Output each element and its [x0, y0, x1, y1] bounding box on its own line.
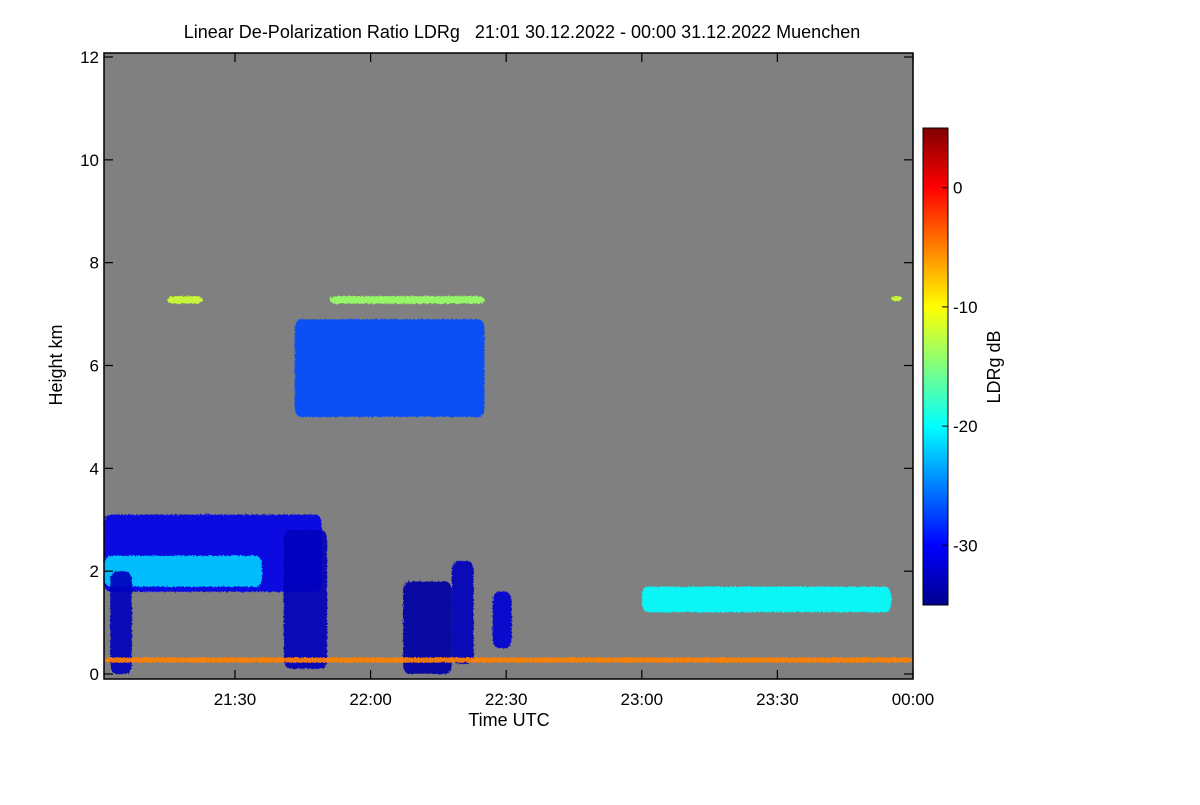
colorbar [922, 127, 949, 606]
chart-title: Linear De-Polarization Ratio LDRg 21:01 … [184, 22, 860, 42]
x-axis-label: Time UTC [468, 710, 549, 730]
y-tick-label: 6 [90, 357, 99, 376]
region-layer-1.4km [641, 586, 892, 613]
x-tick-label: 22:00 [349, 690, 392, 709]
colorbar-tick-label: -20 [953, 417, 978, 436]
y-tick-label: 4 [90, 459, 99, 478]
region-fall-streak-5 [492, 591, 512, 649]
x-tick-label: 22:30 [485, 690, 528, 709]
region-cirrus-7km-c [891, 296, 903, 302]
y-tick-label: 0 [90, 665, 99, 684]
x-tick-label: 00:00 [892, 690, 935, 709]
x-tick-label: 23:00 [621, 690, 664, 709]
region-fall-streak-2 [283, 530, 328, 669]
y-axis-label: Height km [46, 324, 66, 405]
region-ice-cloud-6km [294, 319, 485, 417]
x-tick-label: 21:30 [214, 690, 257, 709]
y-tick-label: 2 [90, 562, 99, 581]
colorbar-tick-label: 0 [953, 179, 962, 198]
region-fall-streak-3 [403, 581, 452, 674]
region-cloud-base-layer [104, 555, 263, 587]
x-tick-label: 23:30 [756, 690, 799, 709]
region-fall-streak-1 [110, 571, 132, 674]
region-fall-streak-4 [452, 560, 474, 664]
colorbar-tick-label: -30 [953, 536, 978, 555]
region-surface-layer [104, 657, 913, 663]
y-tick-label: 8 [90, 254, 99, 273]
colorbar-tick-label: -10 [953, 298, 978, 317]
region-cirrus-7km-b [329, 296, 485, 304]
colorbar-label: LDRg dB [984, 330, 1004, 403]
region-cirrus-7km-a [167, 296, 203, 304]
y-tick-label: 12 [80, 48, 99, 67]
y-tick-label: 10 [80, 151, 99, 170]
